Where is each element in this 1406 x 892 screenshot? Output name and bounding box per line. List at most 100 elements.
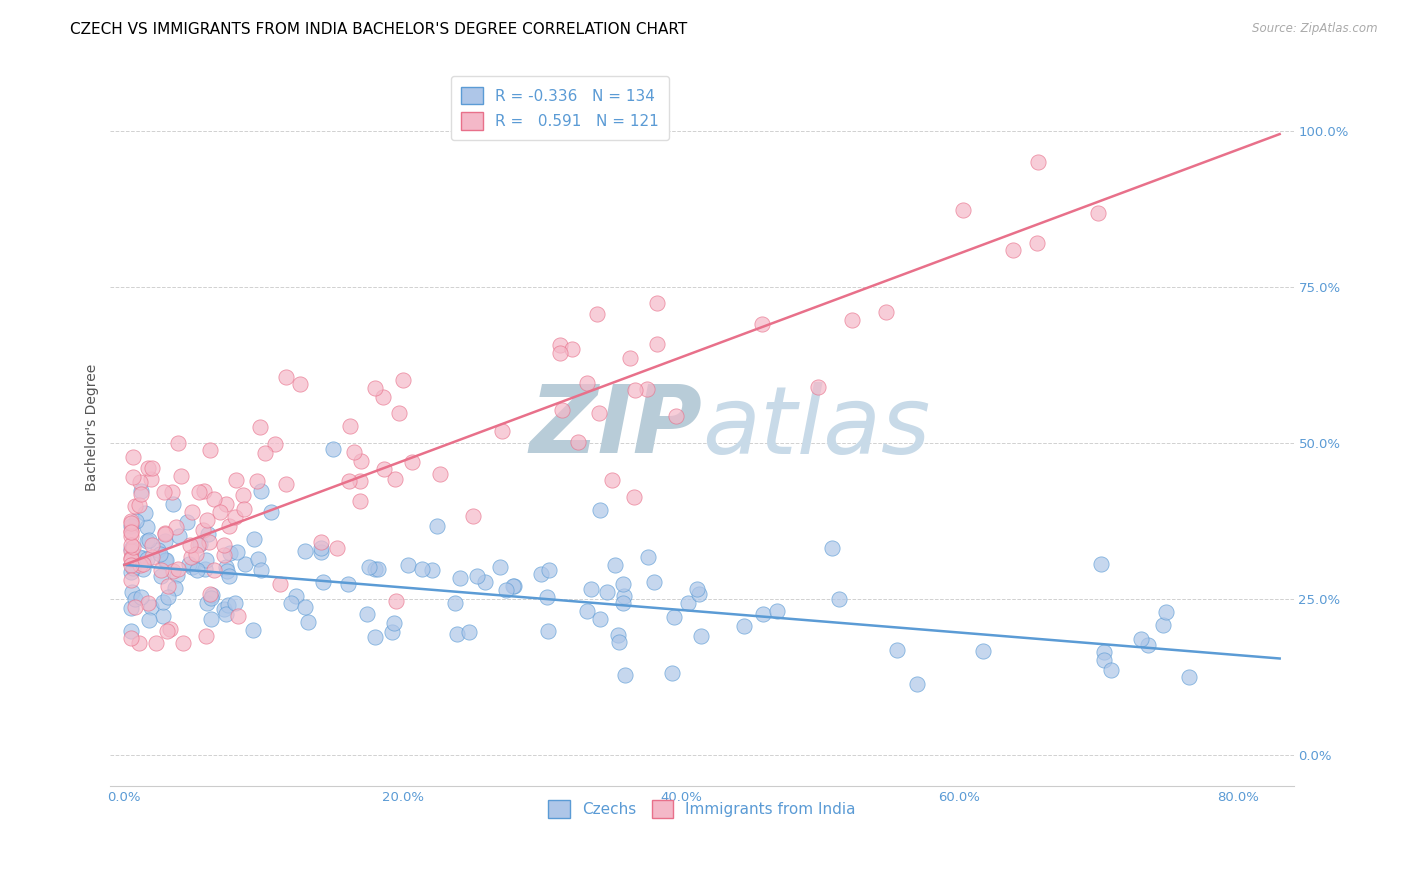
Point	[218, 569, 240, 583]
Point	[972, 644, 994, 658]
Point	[132, 562, 155, 576]
Point	[250, 484, 273, 499]
Point	[201, 588, 224, 602]
Point	[294, 544, 316, 558]
Point	[170, 469, 193, 483]
Point	[172, 636, 194, 650]
Point	[356, 607, 378, 621]
Point	[212, 538, 235, 552]
Point	[120, 565, 142, 579]
Point	[567, 434, 589, 449]
Text: atlas: atlas	[702, 382, 931, 473]
Point	[209, 504, 232, 518]
Point	[165, 519, 187, 533]
Point	[624, 383, 647, 397]
Point	[284, 589, 307, 603]
Point	[188, 485, 211, 500]
Point	[1025, 235, 1047, 250]
Point	[120, 538, 142, 552]
Point	[637, 550, 659, 565]
Point	[136, 551, 159, 566]
Point	[1178, 670, 1201, 684]
Point	[349, 494, 371, 508]
Point	[1092, 645, 1115, 659]
Point	[1090, 558, 1112, 572]
Point	[1152, 618, 1174, 632]
Point	[132, 550, 155, 565]
Point	[146, 542, 169, 557]
Point	[195, 552, 218, 566]
Point	[224, 596, 246, 610]
Point	[155, 525, 177, 540]
Point	[249, 420, 271, 434]
Point	[135, 520, 157, 534]
Point	[349, 475, 371, 489]
Point	[339, 418, 361, 433]
Point	[474, 574, 496, 589]
Point	[197, 527, 219, 541]
Point	[491, 424, 513, 438]
Point	[125, 514, 148, 528]
Point	[129, 475, 152, 490]
Point	[1154, 605, 1177, 619]
Point	[905, 677, 928, 691]
Point	[614, 668, 637, 682]
Point	[733, 618, 755, 632]
Point	[465, 568, 488, 582]
Point	[120, 518, 142, 533]
Point	[280, 596, 302, 610]
Point	[384, 472, 406, 486]
Point	[1092, 653, 1115, 667]
Point	[821, 541, 844, 556]
Point	[246, 474, 269, 488]
Point	[128, 636, 150, 650]
Point	[120, 525, 142, 540]
Point	[495, 583, 517, 598]
Point	[215, 560, 238, 574]
Point	[530, 566, 553, 581]
Point	[120, 528, 142, 542]
Point	[184, 547, 207, 561]
Point	[165, 582, 187, 596]
Point	[128, 498, 150, 512]
Point	[645, 296, 668, 310]
Point	[589, 611, 612, 625]
Point	[124, 600, 146, 615]
Point	[612, 596, 634, 610]
Point	[120, 542, 142, 557]
Point	[120, 543, 142, 558]
Point	[225, 544, 247, 558]
Point	[166, 567, 188, 582]
Point	[1002, 243, 1025, 257]
Point	[613, 589, 636, 603]
Point	[1137, 638, 1160, 652]
Point	[195, 513, 218, 527]
Point	[886, 642, 908, 657]
Point	[136, 596, 159, 610]
Point	[952, 203, 974, 218]
Point	[138, 460, 160, 475]
Point	[225, 473, 247, 487]
Point	[224, 510, 246, 524]
Point	[297, 615, 319, 629]
Point	[160, 485, 183, 500]
Point	[218, 519, 240, 533]
Point	[153, 553, 176, 567]
Point	[190, 537, 212, 551]
Point	[233, 558, 256, 572]
Point	[612, 576, 634, 591]
Point	[488, 560, 510, 574]
Point	[536, 591, 558, 605]
Point	[195, 596, 218, 610]
Point	[186, 563, 208, 577]
Point	[121, 585, 143, 599]
Point	[122, 561, 145, 575]
Point	[215, 564, 238, 578]
Point	[215, 607, 238, 621]
Y-axis label: Bachelor's Degree: Bachelor's Degree	[86, 364, 100, 491]
Point	[311, 541, 333, 555]
Point	[200, 587, 222, 601]
Point	[194, 562, 217, 576]
Point	[623, 490, 645, 504]
Point	[233, 502, 256, 516]
